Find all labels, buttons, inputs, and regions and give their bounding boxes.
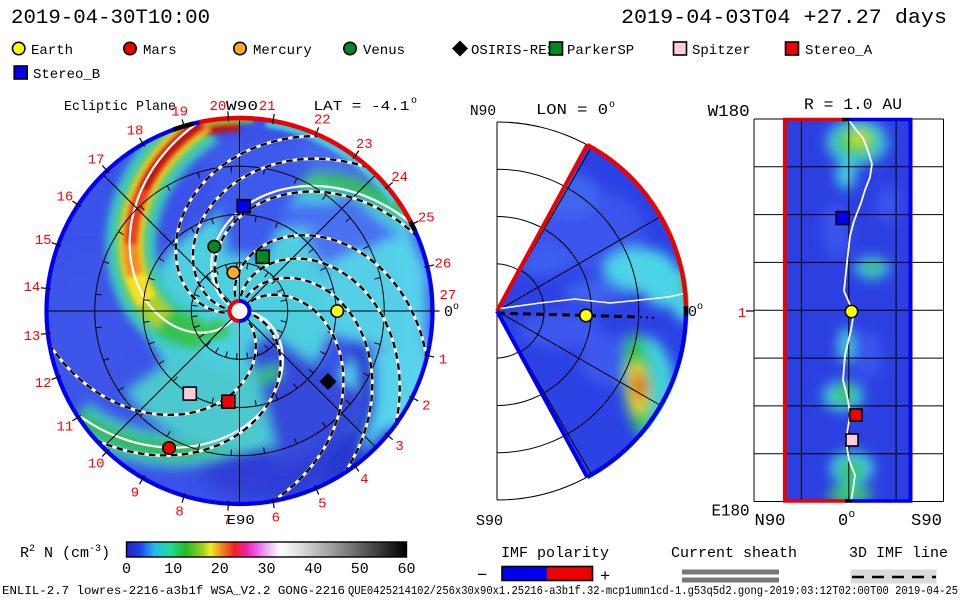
svg-text:10: 10 (164, 561, 182, 578)
svg-text:10: 10 (88, 457, 105, 473)
svg-text:60: 60 (397, 561, 415, 578)
svg-text:4: 4 (360, 472, 368, 488)
svg-text:50: 50 (351, 561, 369, 578)
svg-text:−: − (477, 567, 487, 586)
svg-text:24: 24 (391, 170, 408, 186)
svg-text:15: 15 (35, 233, 52, 249)
svg-text:+: + (600, 568, 610, 587)
svg-text:o: o (697, 302, 703, 313)
svg-text:7: 7 (223, 513, 231, 529)
svg-text:E90: E90 (227, 513, 255, 529)
svg-text:21: 21 (259, 99, 276, 115)
svg-text:Mars: Mars (143, 43, 177, 59)
svg-text:ENLIL-2.7 lowres-2216-a3b1f WS: ENLIL-2.7 lowres-2216-a3b1f WSA_V2.2 GON… (2, 584, 345, 598)
svg-text:LAT = -4.1: LAT = -4.1 (313, 99, 409, 115)
svg-text:18: 18 (127, 124, 144, 140)
svg-text:N90: N90 (755, 512, 786, 531)
svg-text:o: o (411, 96, 417, 107)
svg-text:19: 19 (171, 104, 188, 120)
svg-text:8: 8 (175, 505, 183, 521)
svg-text:3D IMF line: 3D IMF line (849, 545, 948, 562)
svg-text:0: 0 (688, 304, 697, 321)
svg-text:12: 12 (35, 376, 52, 392)
svg-text:o: o (849, 509, 856, 521)
svg-text:27: 27 (439, 288, 456, 304)
svg-text:2: 2 (422, 398, 430, 414)
svg-text:OSIRIS-REx: OSIRIS-REx (471, 43, 555, 59)
svg-text:W180: W180 (708, 103, 750, 122)
svg-text:20: 20 (211, 561, 229, 578)
svg-text:14: 14 (23, 280, 40, 296)
svg-text:23: 23 (356, 137, 373, 153)
svg-text:Stereo_B: Stereo_B (33, 67, 100, 83)
svg-text:R = 1.0 AU: R = 1.0 AU (804, 96, 902, 114)
svg-text:3: 3 (395, 439, 403, 455)
svg-text:25: 25 (418, 211, 435, 227)
svg-text:IMF polarity: IMF polarity (501, 545, 609, 562)
svg-text:Current sheath: Current sheath (671, 545, 797, 562)
svg-text:Ecliptic Plane: Ecliptic Plane (64, 99, 176, 115)
svg-text:20: 20 (210, 99, 227, 115)
svg-text:N90: N90 (470, 103, 496, 120)
svg-text:S90: S90 (911, 512, 942, 531)
svg-text:16: 16 (56, 190, 73, 206)
svg-text:11: 11 (56, 419, 73, 435)
svg-text:2019-04-03T04 +27.27 days: 2019-04-03T04 +27.27 days (621, 7, 947, 30)
svg-text:26: 26 (434, 256, 451, 272)
svg-text:E180: E180 (712, 503, 750, 522)
svg-text:0: 0 (838, 512, 848, 531)
svg-text:Spitzer: Spitzer (692, 43, 751, 59)
svg-text:QUE0425214102/256x30x90x1.2521: QUE0425214102/256x30x90x1.25216-a3b1f.32… (348, 584, 958, 598)
svg-text:W90: W90 (226, 99, 258, 115)
svg-text:LON = 0: LON = 0 (536, 102, 608, 119)
svg-text:13: 13 (23, 329, 40, 345)
svg-text:5: 5 (318, 496, 326, 512)
svg-text:6: 6 (272, 510, 280, 526)
svg-text:ParkerSP: ParkerSP (567, 43, 634, 59)
svg-text:17: 17 (88, 153, 105, 169)
svg-text:30: 30 (257, 561, 275, 578)
svg-text:o: o (453, 302, 459, 313)
svg-text:9: 9 (131, 486, 139, 502)
svg-text:0: 0 (444, 304, 453, 321)
svg-text:22: 22 (314, 113, 331, 129)
svg-text:R2 N (cm-3): R2 N (cm-3) (20, 544, 110, 562)
svg-text:S90: S90 (476, 513, 503, 530)
svg-text:o: o (609, 100, 615, 111)
svg-text:1: 1 (738, 306, 746, 322)
svg-text:0: 0 (122, 561, 131, 578)
svg-text:2019-04-30T10:00: 2019-04-30T10:00 (11, 7, 210, 30)
svg-text:40: 40 (304, 561, 322, 578)
svg-text:Venus: Venus (363, 43, 405, 59)
svg-text:Stereo_A: Stereo_A (805, 43, 873, 59)
svg-text:Mercury: Mercury (253, 43, 312, 59)
svg-text:Earth: Earth (31, 43, 73, 59)
svg-text:1: 1 (439, 353, 447, 369)
